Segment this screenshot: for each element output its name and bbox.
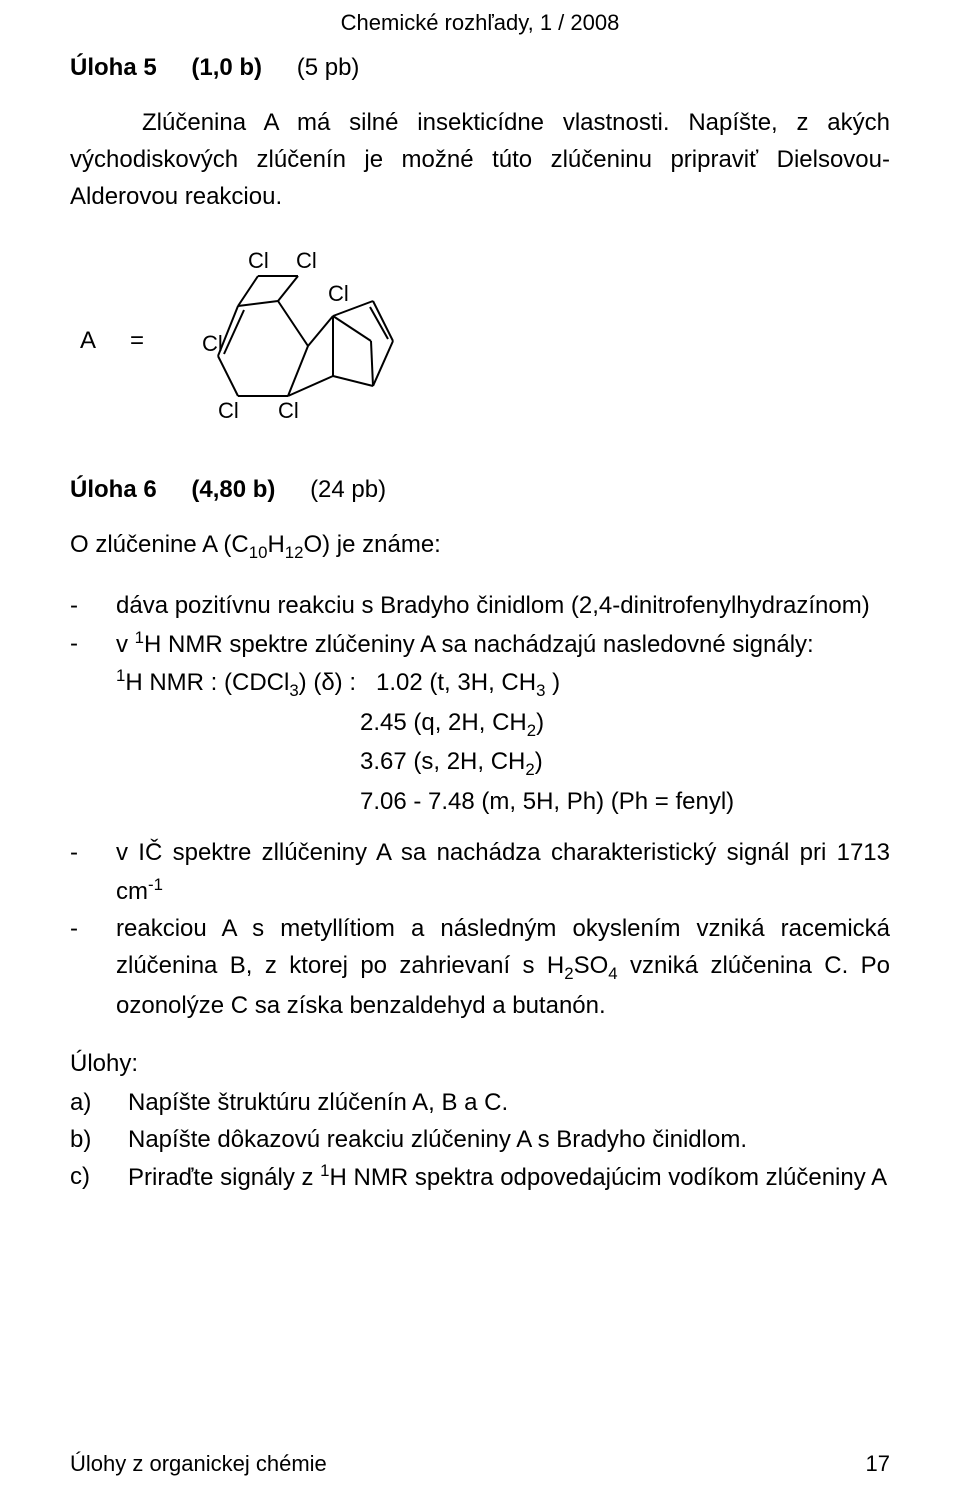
task6-bullets-2: v IČ spektre zllúčeniny A sa nachádza ch… [70, 834, 890, 1024]
task5-paragraph: Zlúčenina A má silné insekticídne vlastn… [70, 104, 890, 216]
task-a: a)Napíšte štruktúru zlúčenín A, B a C. [70, 1084, 890, 1121]
tasks-title: Úlohy: [70, 1050, 890, 1078]
nmr-signal-list: 1H NMR : (CDCl3) (δ) : 1.02 (t, 3H, CH3 … [70, 663, 890, 821]
structure-diagram: Cl Cl Cl Cl Cl Cl [178, 246, 408, 436]
task-c: c)Priraďte signály z 1H NMR spektra odpo… [70, 1158, 890, 1196]
svg-text:Cl: Cl [218, 398, 239, 423]
nmr-line-2: 2.45 (q, 2H, CH2) [116, 704, 890, 744]
svg-text:Cl: Cl [296, 248, 317, 273]
tasks-list: a)Napíšte štruktúru zlúčenín A, B a C. b… [70, 1084, 890, 1197]
svg-text:Cl: Cl [202, 331, 223, 356]
footer-left: Úlohy z organickej chémie [70, 1451, 327, 1477]
bullet-ir: v IČ spektre zllúčeniny A sa nachádza ch… [70, 834, 890, 909]
nmr-line-4: 7.06 - 7.48 (m, 5H, Ph) (Ph = fenyl) [116, 783, 890, 820]
task5-heading: Úloha 5 (1,0 b) (5 pb) [70, 54, 890, 82]
nmr-line-1: 1H NMR : (CDCl3) (δ) : 1.02 (t, 3H, CH3 … [116, 663, 890, 704]
footer-right: 17 [866, 1451, 890, 1477]
svg-text:Cl: Cl [328, 281, 349, 306]
task5-points-2: (5 pb) [297, 54, 360, 81]
task6-points-1: (4,80 b) [191, 476, 275, 503]
task5-label: Úloha 5 [70, 54, 157, 81]
structure-figure: A = Cl Cl Cl Cl Cl Cl [80, 246, 890, 436]
page-footer: Úlohy z organickej chémie 17 [70, 1451, 890, 1477]
task6-heading: Úloha 6 (4,80 b) (24 pb) [70, 476, 890, 504]
bullet-reaction: reakciou A s metyllítiom a následným oky… [70, 910, 890, 1024]
journal-header: Chemické rozhľady, 1 / 2008 [70, 10, 890, 36]
nmr-line-3: 3.67 (s, 2H, CH2) [116, 743, 890, 783]
task6-label: Úloha 6 [70, 476, 157, 503]
task5-points-1: (1,0 b) [191, 54, 262, 81]
task6-bullets-1: dáva pozitívnu reakciu s Bradyho činidlo… [70, 587, 890, 662]
figure-equals: = [130, 327, 144, 355]
bullet-nmr-intro: v 1H NMR spektre zlúčeniny A sa nachádza… [70, 625, 890, 663]
bullet-brady: dáva pozitívnu reakciu s Bradyho činidlo… [70, 587, 890, 624]
figure-label-A: A [80, 327, 96, 355]
task6-points-2: (24 pb) [310, 476, 386, 503]
task-b: b)Napíšte dôkazovú reakciu zlúčeniny A s… [70, 1121, 890, 1158]
svg-text:Cl: Cl [278, 398, 299, 423]
svg-text:Cl: Cl [248, 248, 269, 273]
task6-intro: O zlúčenine A (C10H12O) je známe: [70, 526, 890, 566]
page: Chemické rozhľady, 1 / 2008 Úloha 5 (1,0… [0, 0, 960, 1501]
